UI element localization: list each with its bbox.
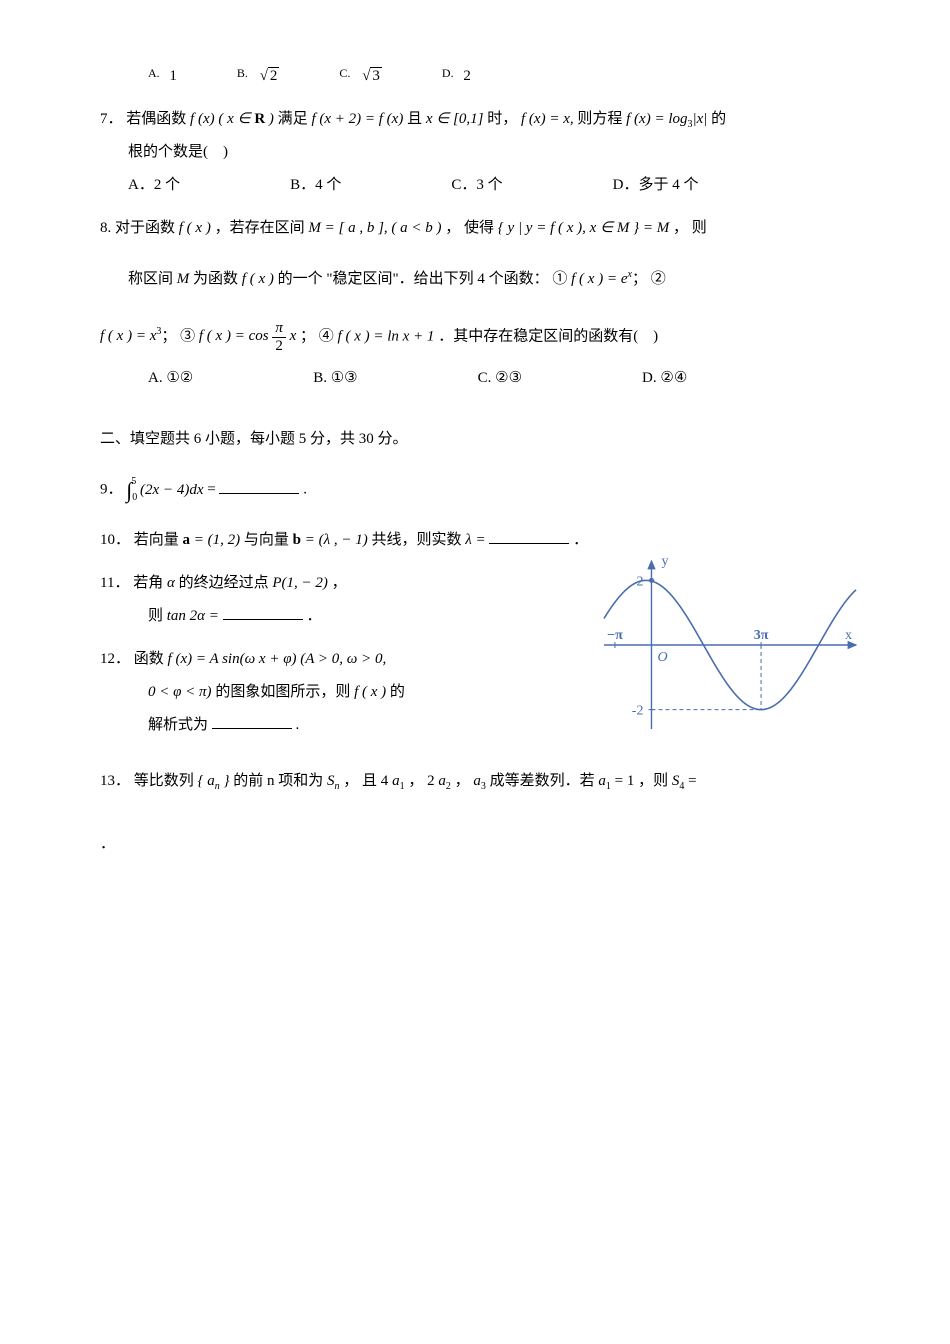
q11-num: 11． [100, 575, 129, 591]
q7-opt-b: B．4 个 [290, 169, 341, 202]
q10-blank[interactable] [489, 528, 569, 544]
q8-opts: A. ①② B. ①③ C. ②③ D. ②④ [100, 362, 870, 395]
vec-b: b [293, 532, 301, 548]
svg-text:O: O [657, 650, 667, 665]
q8-opt-a: A. ①② [148, 362, 193, 395]
q7-opts: A．2 个 B．4 个 C．3 个 D．多于 4 个 [100, 169, 870, 202]
sine-graph: yx−πO3π2-2 [570, 547, 870, 747]
q9: 9． ∫05 (2x − 4)dx = . [100, 466, 870, 514]
q8-line2: 称区间 M 为函数 f ( x ) 的一个 "稳定区间"．给出下列 4 个函数：… [100, 263, 870, 296]
svg-text:-2: -2 [632, 704, 644, 719]
q7-num: 7． [100, 111, 123, 127]
q11-P: P(1, − 2) [272, 575, 328, 591]
section-2-head: 二、填空题共 6 小题，每小题 5 分，共 30 分。 [100, 423, 870, 456]
q11-blank[interactable] [223, 604, 303, 620]
opt-a: A. 1 [148, 60, 177, 93]
q9-integral: ∫05 (2x − 4)dx [126, 482, 207, 498]
q13-num: 13． [100, 773, 130, 789]
vec-a: a [183, 532, 191, 548]
opt-b-val: 2 [258, 60, 280, 93]
q12-num: 12． [100, 651, 130, 667]
q10-lambda: λ = [465, 532, 485, 548]
q8-f1: f ( x ) = ex [571, 271, 632, 287]
q9-num: 9． [100, 482, 123, 498]
q8-line3: f ( x ) = x3； ③ f ( x ) = cos π2 x ； ④ f… [100, 320, 870, 354]
opt-a-val: 1 [169, 68, 177, 84]
q7-opt-d: D．多于 4 个 [613, 169, 699, 202]
q7-fx: f (x) ( x ∈ [190, 111, 254, 127]
q8-f4: f ( x ) = ln x + 1 [338, 328, 435, 344]
q7-eqn3: f (x) = log3|x| [626, 111, 711, 127]
q13: 13． 等比数列 { an } 的前 n 项和为 Sn ， 且 4 a1 ， 2… [100, 765, 870, 798]
opt-c-val: 3 [360, 60, 382, 93]
q7-line2: 根的个数是( ) [100, 136, 870, 169]
q10-num: 10． [100, 532, 130, 548]
circ-3: ③ [180, 328, 195, 344]
q7-eqn2: f (x) = x, [521, 111, 574, 127]
q8-opt-d: D. ②④ [642, 362, 687, 395]
svg-text:x: x [845, 628, 852, 643]
q8-M: M = [ a , b ], ( a < b ) [308, 220, 441, 236]
circ-2: ② [651, 271, 666, 287]
q8: 8. 对于函数 f ( x ) ，若存在区间 M = [ a , b ], ( … [100, 212, 870, 245]
q8-f2: f ( x ) = x3 [100, 328, 161, 344]
q6-options: A. 1 B. 2 C. 3 D. 2 [100, 60, 870, 93]
q7-opt-c: C．3 个 [451, 169, 502, 202]
svg-text:−π: −π [607, 628, 623, 643]
q8-opt-c: C. ②③ [478, 362, 522, 395]
q8-f3: f ( x ) = cos π2 x [199, 328, 300, 344]
q7-opt-a: A．2 个 [128, 169, 180, 202]
svg-text:3π: 3π [754, 628, 769, 643]
q8-set: { y | y = f ( x ), x ∈ M } = M [498, 220, 669, 236]
circ-1: ① [552, 271, 567, 287]
q7: 7． 若偶函数 f (x) ( x ∈ R ) 满足 f (x + 2) = f… [100, 103, 870, 136]
opt-c: C. 3 [339, 60, 382, 93]
opt-d-val: 2 [463, 68, 471, 84]
q12-blank[interactable] [212, 713, 292, 729]
opt-d: D. 2 [442, 60, 471, 93]
q13-trailing-dot: ． [100, 828, 870, 861]
q13-seq: { an } [198, 773, 230, 789]
q7-inset: x ∈ [0,1] [426, 111, 484, 127]
svg-text:y: y [661, 554, 668, 569]
q7-R: R [254, 111, 265, 127]
q8-num: 8. [100, 220, 111, 236]
circ-4: ④ [319, 328, 334, 344]
q7-eqn1: f (x + 2) = f (x) [311, 111, 403, 127]
q9-blank[interactable] [219, 478, 299, 494]
q7-t1: 若偶函数 [126, 111, 190, 127]
q8-fx: f ( x ) [179, 220, 211, 236]
q8-opt-b: B. ①③ [313, 362, 357, 395]
q11-tan: tan 2α = [167, 608, 219, 624]
q12-f: f (x) = A sin(ω x + φ) [168, 651, 297, 667]
opt-b: B. 2 [237, 60, 280, 93]
